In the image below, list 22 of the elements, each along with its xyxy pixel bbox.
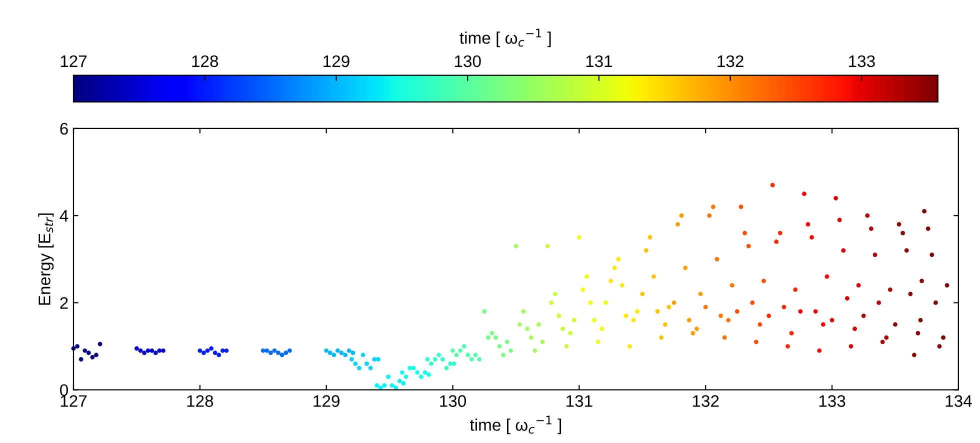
x-tick-label: 134 [946,395,972,407]
x-tick-label: 128 [187,395,214,407]
color-bar-label: 131 [586,55,612,68]
color-bar-label: 129 [324,55,350,68]
color-bar-title: time [ ω$_{c}$$^{−1}$ ] [460,28,551,48]
x-tick-label: 129 [314,395,340,407]
x-tick-label: 131 [566,395,592,407]
x-tick-label: 133 [819,395,846,407]
y-tick-label: 4 [60,210,68,222]
x-tick-label: 127 [60,395,87,407]
color-bar-label: 133 [849,55,875,68]
x-tick-label: 132 [692,395,719,407]
y-tick-label: 6 [60,122,68,135]
y-tick-label: 2 [60,297,68,309]
color-bar-label: 128 [192,55,218,68]
y-tick-label: 0 [60,384,68,396]
y-axis-title: Energy [E$_{str}$] [38,213,54,305]
color-bar-label: 127 [60,55,87,67]
x-axis-title: time [ ω$_{c}$$^{−1}$ ] [470,416,562,434]
x-tick-label: 130 [440,395,466,407]
color-bar-label: 132 [718,55,744,68]
color-bar-label: 130 [454,55,481,68]
